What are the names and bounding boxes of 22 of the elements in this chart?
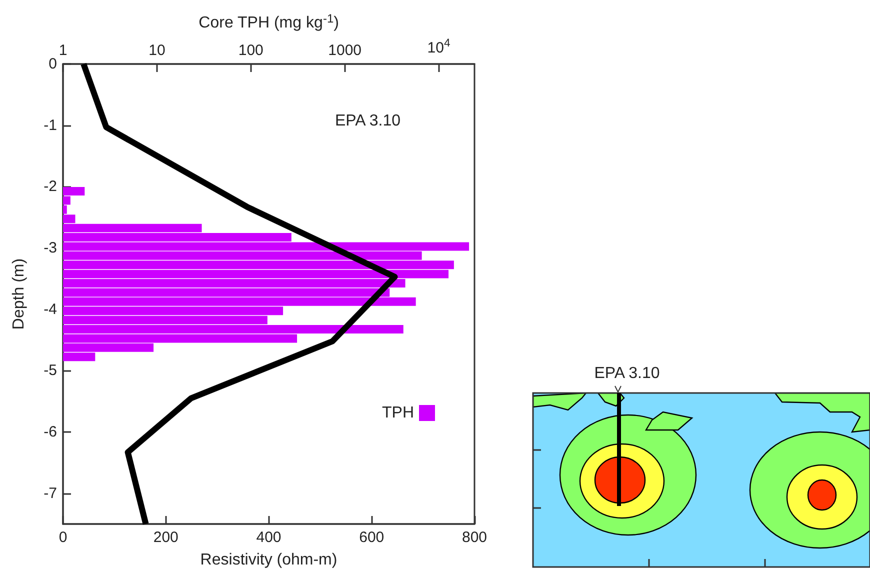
x-tick-label: 400 [256, 529, 282, 546]
x2-tick-label: 10 [148, 42, 166, 59]
y-tick-label: -7 [44, 484, 57, 502]
x-axis-title: Resistivity (ohm-m) [200, 552, 338, 568]
y-tick-label: -5 [44, 362, 57, 380]
x2-tick-label: 100 [238, 42, 264, 59]
y-tick-label: -1 [44, 116, 57, 134]
text: EPA 3.10 [594, 365, 660, 382]
y-tick-label: 0 [48, 56, 57, 72]
y-axis-title: Depth (m) [10, 258, 28, 330]
y-tick-label: -6 [44, 424, 57, 440]
x-tick-label: 600 [359, 529, 384, 546]
annotation: EPA 3.10 [335, 112, 401, 130]
x2-tick-label: 1000 [328, 42, 362, 59]
y-tick-label: -3 [44, 240, 57, 256]
x-tick-label: 800 [462, 529, 487, 546]
y-tick-label: -4 [44, 300, 57, 318]
y-tick-label: -2 [44, 178, 57, 196]
x2-tick-label: 1 [58, 42, 68, 59]
x-tick-label: 0 [58, 529, 68, 546]
x-tick-label: 200 [153, 529, 178, 546]
legend-label: TPH [382, 404, 414, 422]
